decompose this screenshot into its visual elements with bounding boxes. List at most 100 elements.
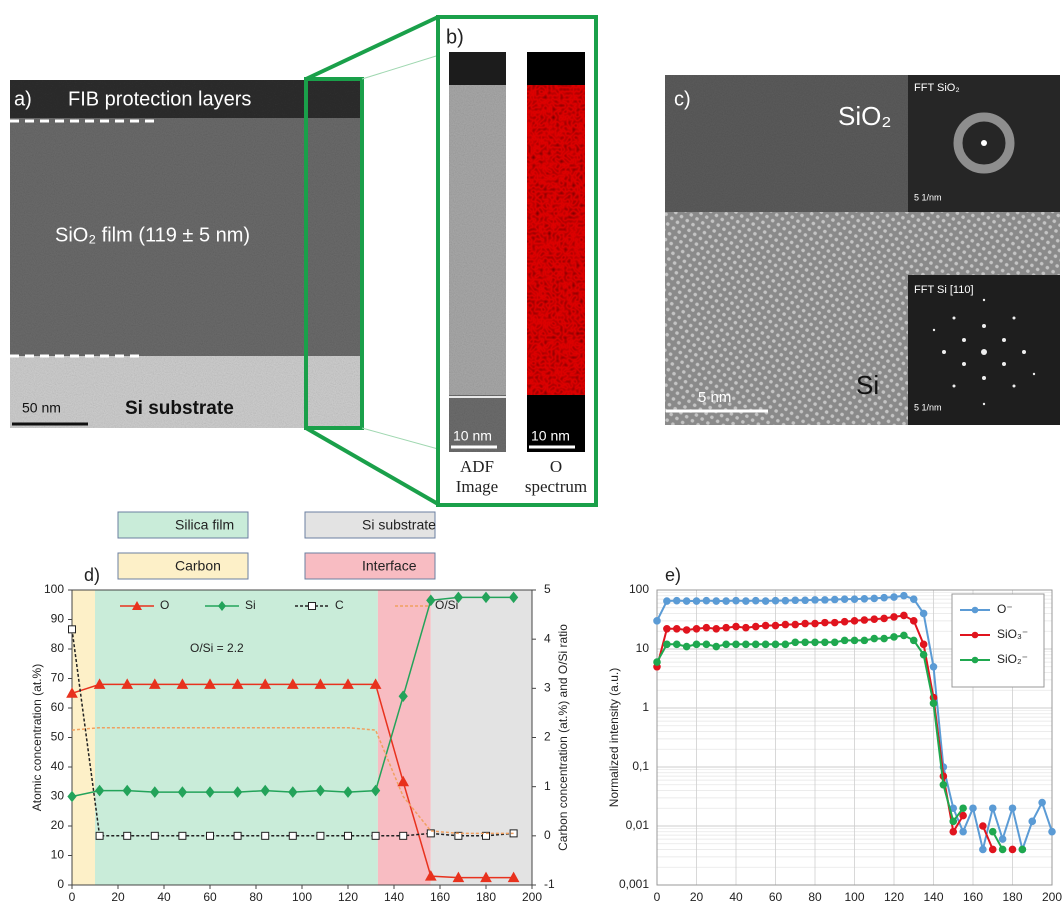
marker (781, 596, 790, 605)
region-legend-label: Interface (362, 558, 417, 574)
legend-label: O (160, 598, 169, 612)
y-tick-label: 100 (629, 582, 649, 596)
zoom-line (361, 51, 450, 80)
marker (426, 594, 436, 607)
marker (998, 835, 1007, 843)
marker (1028, 817, 1037, 826)
marker (811, 619, 819, 628)
zoom-line (305, 426, 439, 506)
marker (969, 804, 977, 813)
marker (260, 784, 270, 797)
marker (1018, 845, 1027, 854)
marker (480, 871, 492, 883)
marker (94, 784, 105, 797)
marker (801, 596, 809, 605)
x-tick-label: 160 (963, 890, 983, 904)
x-tick-label: 100 (292, 890, 312, 904)
marker (672, 640, 681, 649)
adf-image (449, 52, 506, 452)
y-axis-label: Normalized intensity (a.u.) (607, 668, 621, 807)
zoom-box (304, 77, 364, 430)
marker (316, 831, 325, 840)
marker (371, 831, 380, 840)
marker (150, 831, 159, 840)
marker (998, 845, 1007, 854)
marker (929, 699, 938, 708)
marker (672, 624, 681, 633)
marker (830, 595, 839, 604)
plot-frame (71, 589, 533, 886)
o-signal (527, 85, 585, 395)
marker (482, 831, 490, 840)
marker (453, 591, 464, 604)
marker (369, 678, 382, 689)
marker (791, 620, 800, 629)
marker (397, 775, 410, 787)
marker (959, 804, 967, 813)
legend-label: SiO₃⁻ (997, 627, 1028, 641)
region-legend-label: Silica film (175, 517, 234, 533)
panel-a: a) FIB protection layers SiO₂ film (119 … (10, 15, 450, 506)
marker (148, 678, 161, 689)
series-line (71, 726, 514, 835)
marker (702, 623, 711, 632)
marker (93, 678, 106, 689)
marker (959, 827, 967, 836)
x-tick-label: 100 (844, 890, 864, 904)
marker (702, 640, 711, 649)
marker (288, 831, 297, 840)
marker (850, 617, 859, 625)
marker (781, 640, 790, 649)
marker (900, 611, 908, 620)
marker (801, 619, 809, 628)
marker (712, 597, 721, 605)
marker (178, 831, 187, 840)
marker (1038, 798, 1046, 807)
y-tick-label: 0,1 (632, 759, 649, 773)
panel-c: c) SiO₂ FFT SiO₂ 5 1/nm FFT Si [110] 5 1… (665, 75, 1060, 425)
adf-bottom (449, 395, 506, 452)
region-legend-swatch (304, 511, 436, 539)
panel-label: b) (446, 26, 464, 48)
y2-tick-label: 1 (544, 779, 551, 793)
marker (830, 638, 839, 647)
marker (702, 596, 711, 605)
substrate-label: Si substrate (125, 398, 234, 419)
x-tick-label: 40 (157, 890, 171, 904)
y-tick-label: 80 (51, 641, 65, 655)
marker (860, 636, 869, 645)
marker (712, 642, 721, 651)
marker (811, 638, 819, 647)
legend-marker (308, 602, 316, 610)
panel-label: d) (84, 565, 100, 585)
x-tick-label: 80 (249, 890, 263, 904)
marker (732, 622, 740, 631)
y-tick-label: 0,01 (626, 818, 650, 832)
marker (801, 638, 809, 647)
marker (722, 640, 730, 649)
marker (653, 617, 661, 625)
marker (288, 786, 298, 798)
marker (454, 831, 463, 840)
y-tick-label: 70 (51, 671, 65, 685)
marker (712, 624, 721, 633)
x-tick-label: 180 (476, 890, 496, 904)
marker (232, 786, 243, 798)
marker (122, 784, 132, 797)
marker (722, 597, 730, 605)
marker (176, 678, 189, 689)
marker (682, 597, 691, 605)
caption: ADF (460, 457, 494, 476)
x-tick-label: 60 (769, 890, 783, 904)
y-tick-label: 40 (51, 759, 65, 773)
marker (919, 609, 928, 618)
region (430, 590, 532, 885)
marker (821, 618, 829, 627)
marker (205, 786, 215, 798)
x-tick-label: 140 (923, 890, 943, 904)
legend-marker (971, 631, 979, 639)
marker (791, 596, 800, 605)
marker (204, 678, 216, 689)
marker (988, 845, 997, 854)
x-tick-label: 60 (203, 890, 217, 904)
